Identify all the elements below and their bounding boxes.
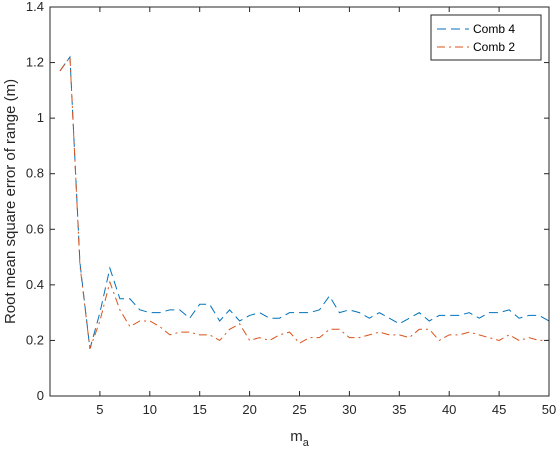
- x-tick-label: 25: [292, 402, 306, 417]
- x-tick-label: 5: [96, 402, 103, 417]
- y-tick-label: 0: [37, 388, 44, 403]
- y-tick-label: 1: [37, 110, 44, 125]
- x-tick-label: 30: [342, 402, 356, 417]
- x-tick-label: 35: [392, 402, 406, 417]
- legend: Comb 4 Comb 2: [430, 14, 542, 61]
- x-axis-label-base: m: [290, 428, 303, 445]
- x-tick-label: 10: [143, 402, 157, 417]
- axes-box: [49, 6, 550, 397]
- y-axis-ticks: 0 0.2 0.4 0.6 0.8 1 1.2 1.4: [26, 0, 549, 403]
- x-axis-ticks: 5 10 15 20 25 30 35 40 45 50: [96, 7, 556, 417]
- x-axis-label-subscript: a: [303, 437, 310, 449]
- x-tick-label: 45: [492, 402, 506, 417]
- series-line-2: [59, 55, 549, 349]
- x-tick-label: 50: [542, 402, 556, 417]
- y-tick-label: 0.2: [26, 332, 44, 347]
- y-tick-label: 0.8: [26, 166, 44, 181]
- legend-box: [430, 14, 542, 61]
- y-tick-label: 1.4: [26, 0, 44, 14]
- y-tick-label: 0.4: [26, 277, 44, 292]
- x-tick-label: 40: [442, 402, 456, 417]
- legend-label: Comb 2: [473, 40, 515, 54]
- y-axis-label: Root mean square error of range (m): [2, 79, 19, 324]
- y-tick-label: 1.2: [26, 55, 44, 70]
- x-axis-label: ma: [290, 428, 310, 449]
- x-tick-label: 20: [242, 402, 256, 417]
- y-tick-label: 0.6: [26, 221, 44, 236]
- series-line-1: [59, 55, 550, 349]
- x-tick-label: 15: [192, 402, 206, 417]
- plot-content: [59, 55, 550, 349]
- legend-label: Comb 4: [473, 22, 515, 36]
